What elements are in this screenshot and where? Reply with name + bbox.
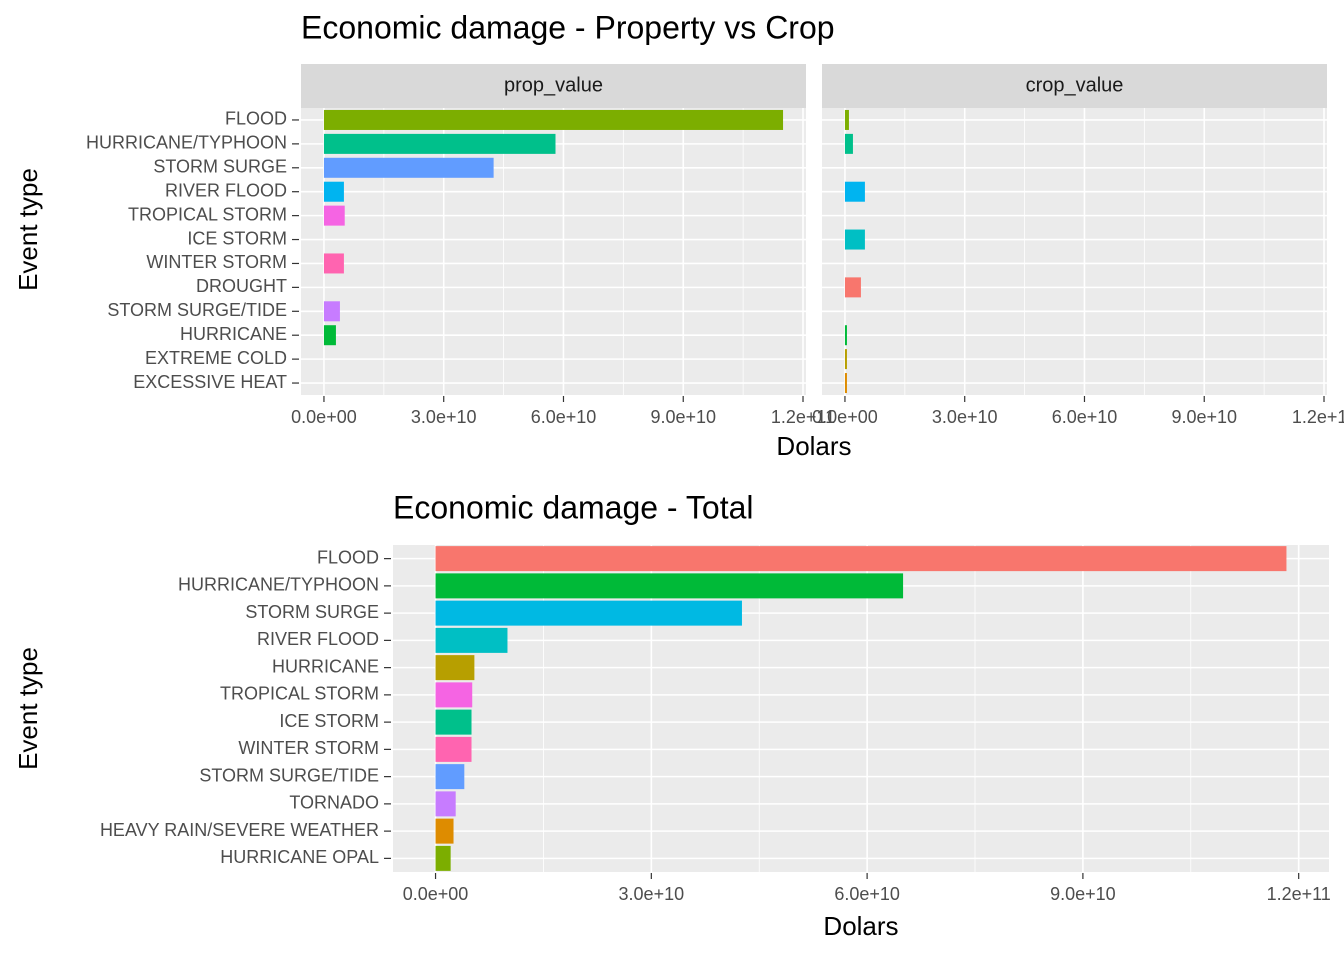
x-tick-label: 3.0e+10: [619, 884, 685, 904]
x-tick-label: 6.0e+10: [1052, 407, 1118, 427]
y-tick-label: HURRICANE: [272, 656, 379, 676]
x-tick-label: 9.0e+10: [1171, 407, 1237, 427]
bar: [435, 818, 454, 844]
chart-title: Economic damage - Total: [393, 489, 753, 525]
x-axis-title: Dolars: [823, 911, 898, 941]
x-tick-label: 6.0e+10: [531, 407, 597, 427]
y-tick-label: WINTER STORM: [238, 738, 379, 758]
y-axis-title: Event type: [13, 647, 43, 770]
x-tick-label: 1.2e+11: [1292, 407, 1344, 427]
bar: [323, 157, 494, 178]
bar: [323, 205, 345, 226]
x-tick-label: 0.0e+00: [291, 407, 357, 427]
y-axis-title: Event type: [13, 168, 43, 291]
bar: [323, 301, 340, 322]
facet-label: crop_value: [1026, 74, 1124, 96]
bar: [323, 181, 344, 202]
facet-strip: [301, 64, 806, 108]
bar: [435, 682, 473, 708]
bar: [435, 573, 904, 599]
bar: [435, 546, 1287, 572]
bar: [844, 325, 847, 346]
bar: [844, 109, 849, 130]
y-tick-label: STORM SURGE: [153, 157, 287, 177]
bar: [323, 325, 336, 346]
x-tick-label: 9.0e+10: [1050, 884, 1116, 904]
bar: [435, 764, 465, 790]
bar: [435, 627, 508, 653]
x-tick-label: 6.0e+10: [834, 884, 900, 904]
y-tick-label: TROPICAL STORM: [220, 684, 379, 704]
y-tick-label: WINTER STORM: [146, 252, 287, 272]
y-tick-label: HURRICANE/TYPHOON: [178, 575, 379, 595]
x-tick-label: 3.0e+10: [932, 407, 998, 427]
x-axis-title: Dolars: [776, 431, 851, 461]
y-tick-label: STORM SURGE: [245, 602, 379, 622]
x-tick-label: 1.2e+11: [771, 407, 835, 427]
bar: [323, 109, 784, 130]
bar: [844, 133, 853, 154]
bar: [844, 229, 865, 250]
y-tick-label: HURRICANE: [180, 324, 287, 344]
bar: [844, 373, 847, 394]
chart-title: Economic damage - Property vs Crop: [301, 9, 835, 45]
bar: [435, 600, 742, 626]
x-tick-label: 9.0e+10: [650, 407, 716, 427]
y-tick-label: RIVER FLOOD: [165, 180, 287, 200]
facet-label: prop_value: [504, 74, 603, 96]
y-tick-label: HEAVY RAIN/SEVERE WEATHER: [100, 820, 379, 840]
panel-background: [301, 108, 806, 395]
bar: [435, 845, 451, 871]
x-tick-label: 1.2e+11: [1267, 884, 1331, 904]
bar: [435, 655, 475, 681]
y-tick-label: TROPICAL STORM: [128, 204, 287, 224]
bar: [844, 349, 847, 370]
y-tick-label: EXCESSIVE HEAT: [133, 372, 287, 392]
bar: [435, 709, 472, 735]
y-tick-label: ICE STORM: [279, 711, 379, 731]
bar: [323, 253, 344, 274]
y-tick-label: HURRICANE OPAL: [220, 847, 379, 867]
y-tick-label: DROUGHT: [196, 276, 287, 296]
y-tick-label: STORM SURGE/TIDE: [107, 300, 287, 320]
facet-strip: [822, 64, 1327, 108]
panel-background: [393, 545, 1329, 872]
y-tick-label: FLOOD: [225, 109, 287, 129]
y-tick-label: FLOOD: [317, 547, 379, 567]
bar: [844, 277, 861, 298]
y-tick-label: RIVER FLOOD: [257, 629, 379, 649]
panel-background: [822, 108, 1327, 395]
bar: [435, 791, 456, 817]
x-tick-label: 0.0e+00: [812, 407, 878, 427]
y-tick-label: HURRICANE/TYPHOON: [86, 133, 287, 153]
y-tick-label: EXTREME COLD: [145, 348, 287, 368]
bar: [844, 181, 865, 202]
x-tick-label: 3.0e+10: [411, 407, 477, 427]
y-tick-label: STORM SURGE/TIDE: [199, 765, 379, 785]
x-tick-label: 0.0e+00: [403, 884, 469, 904]
y-tick-label: ICE STORM: [187, 228, 287, 248]
y-tick-label: TORNADO: [289, 793, 379, 813]
bar: [323, 133, 556, 154]
bar: [435, 736, 472, 762]
